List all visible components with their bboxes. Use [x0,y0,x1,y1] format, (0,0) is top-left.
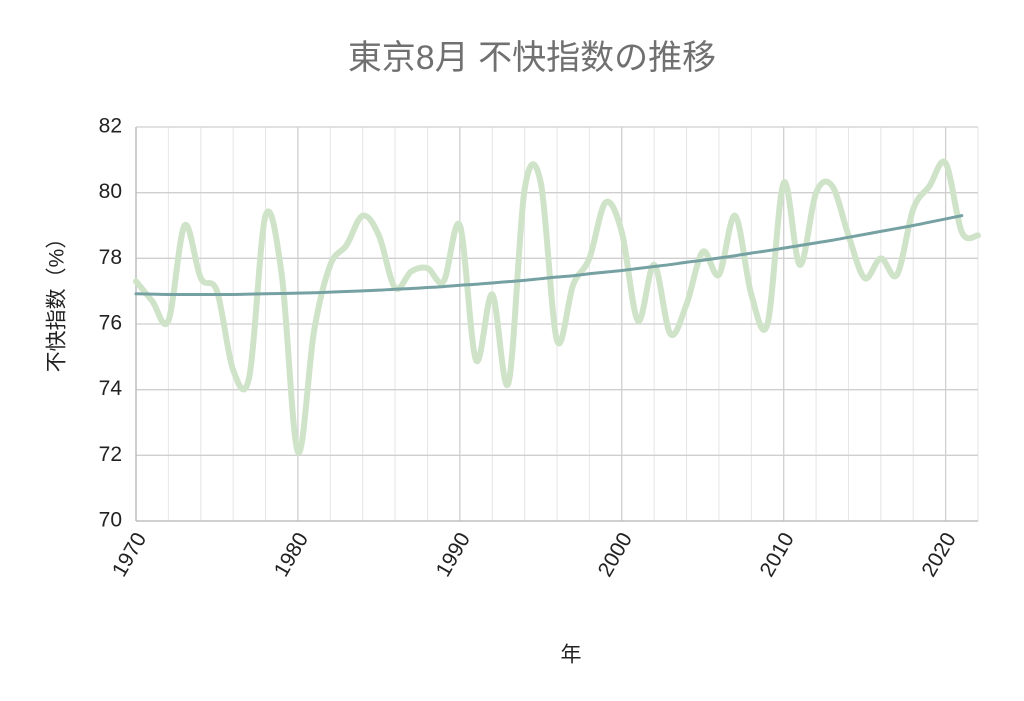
y-tick-label: 70 [99,509,122,532]
x-tick-label: 1980 [270,529,313,581]
x-tick-label: 1990 [432,529,475,581]
x-tick-label: 2010 [756,529,799,581]
chart-title: 東京8月 不快指数の推移 [348,39,716,77]
data-line [133,158,981,456]
x-tick-label: 2020 [917,529,960,581]
y-axis-label: 不快指数（%） [46,228,69,373]
y-tick-label: 74 [99,377,123,400]
y-tick-label: 72 [99,443,122,466]
y-tick-label: 80 [99,180,122,203]
y-tick-label: 78 [99,246,122,269]
y-tick-label: 76 [99,312,122,335]
data-line [134,214,964,296]
x-axis-label: 年 [561,644,582,667]
y-tick-label: 82 [99,115,122,138]
x-tick-label: 1970 [108,529,151,581]
x-tick-label: 2000 [594,529,637,581]
